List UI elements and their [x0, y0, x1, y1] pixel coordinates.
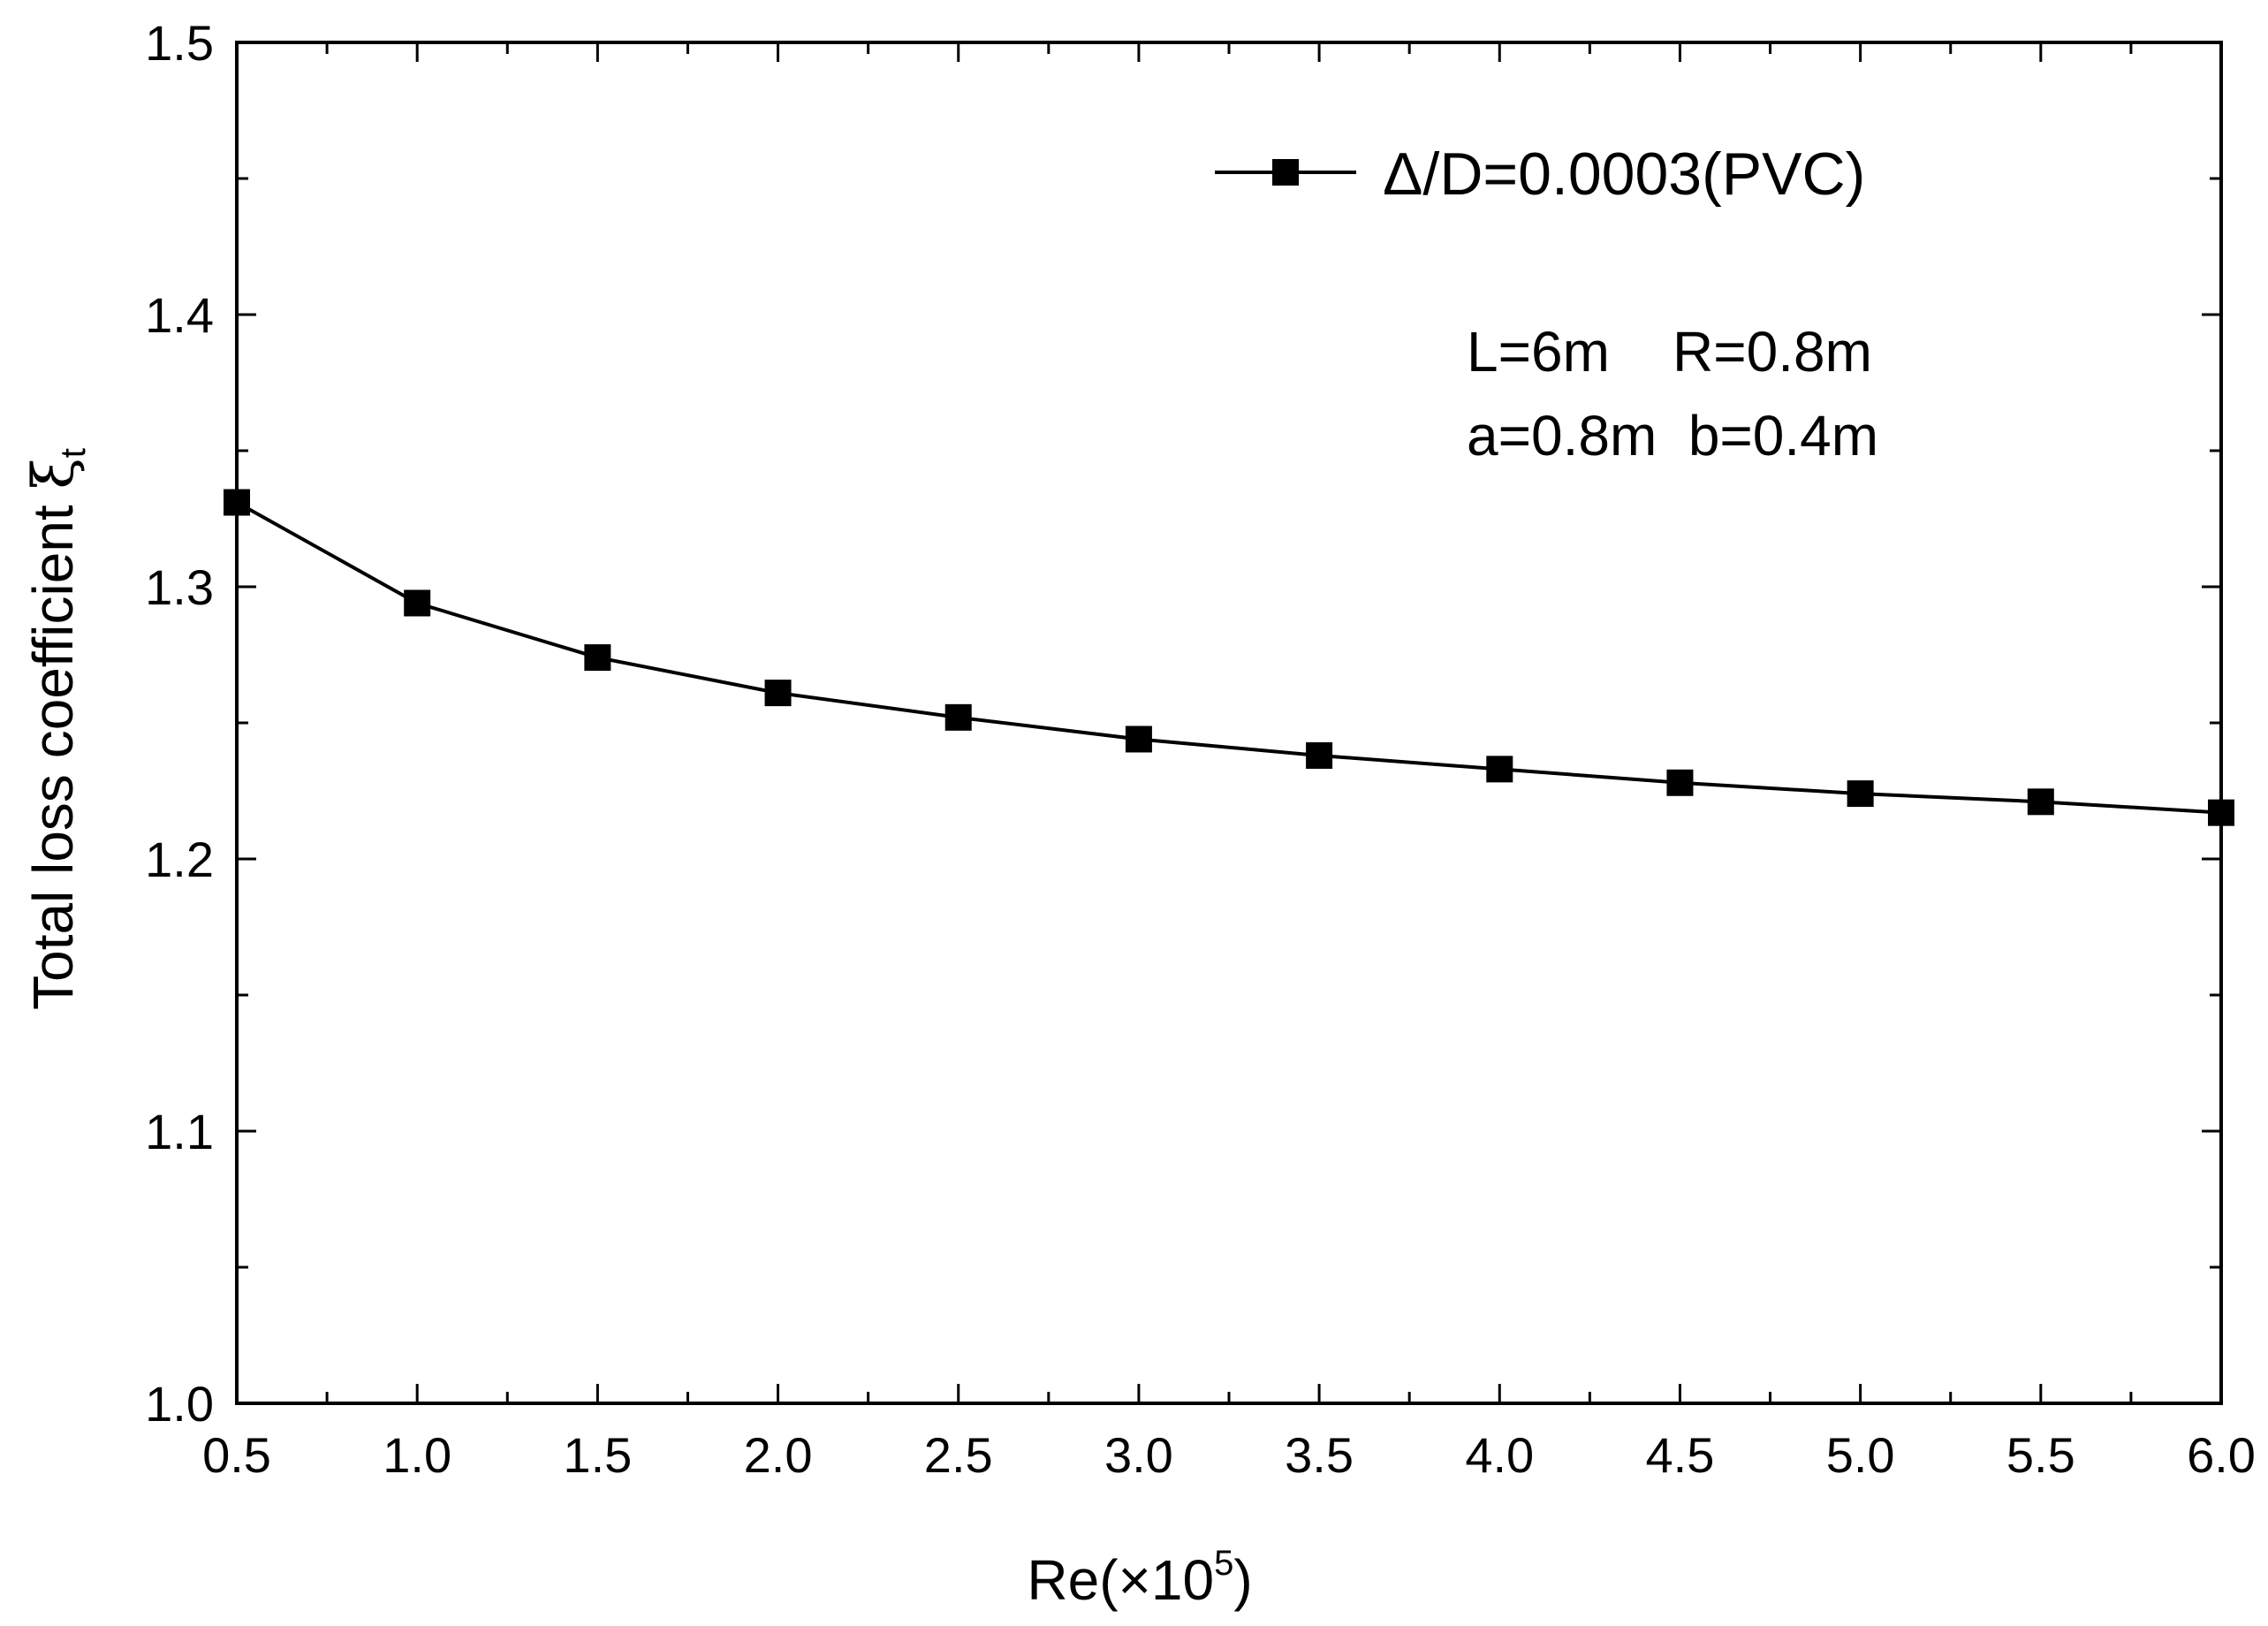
data-point	[584, 644, 611, 672]
annotation-length-radius: L=6m R=0.8m	[1467, 320, 1872, 384]
y-tick-labels: 1.0 1.1 1.2 1.3 1.4 1.5	[145, 15, 214, 1432]
x-tick-label: 3.5	[1285, 1427, 1354, 1483]
data-point	[2027, 788, 2054, 816]
data-point	[764, 680, 792, 707]
series-layer	[224, 489, 2234, 826]
legend-marker	[1272, 159, 1299, 186]
x-tick-label: 5.0	[1826, 1427, 1895, 1483]
x-tick-label: 4.5	[1646, 1427, 1715, 1483]
legend: Δ/D=0.0003(PVC)	[1215, 141, 1865, 208]
data-point	[2208, 799, 2234, 826]
x-axis-title: Re(×105)	[1027, 1544, 1252, 1612]
annotation-a-b: a=0.8m b=0.4m	[1467, 404, 1878, 467]
y-tick-label: 1.2	[145, 832, 214, 887]
y-axis-title-subscript: t	[54, 448, 93, 458]
data-point	[1306, 741, 1333, 769]
x-tick-label: 3.0	[1104, 1427, 1173, 1483]
data-point	[1125, 726, 1152, 753]
x-tick-label: 6.0	[2187, 1427, 2256, 1483]
y-tick-label: 1.1	[145, 1104, 214, 1159]
data-point	[224, 489, 250, 516]
data-point	[1486, 756, 1513, 783]
series-line	[236, 500, 2222, 815]
data-point	[1847, 780, 1874, 808]
x-tick-label: 0.5	[202, 1427, 271, 1483]
y-tick-label: 1.5	[145, 15, 214, 71]
x-tick-label: 1.5	[563, 1427, 632, 1483]
y-tick-label: 1.4	[145, 287, 214, 343]
x-tick-label: 2.5	[924, 1427, 993, 1483]
x-tick-labels: 0.5 1.0 1.5 2.0 2.5 3.0 3.5 4.0 4.5 5.0 5.5 6.0	[202, 1427, 2256, 1483]
y-axis-title: Total loss coefficient ξt	[21, 448, 93, 1010]
plot-frame	[235, 41, 2223, 1405]
data-point	[1666, 769, 1694, 796]
data-point	[944, 703, 972, 731]
y-axis-title-symbol: ξ	[21, 458, 87, 489]
y-tick-label: 1.3	[145, 559, 214, 615]
x-tick-label: 5.5	[2006, 1427, 2075, 1483]
x-tick-label: 2.0	[744, 1427, 813, 1483]
legend-label: Δ/D=0.0003(PVC)	[1383, 141, 1865, 208]
axis-ticks	[235, 41, 2223, 1405]
x-tick-label: 4.0	[1465, 1427, 1534, 1483]
x-tick-label: 1.0	[383, 1427, 451, 1483]
y-tick-label: 1.0	[145, 1376, 214, 1432]
x-axis-title-superscript: 5	[1214, 1544, 1233, 1583]
data-point	[404, 589, 431, 617]
